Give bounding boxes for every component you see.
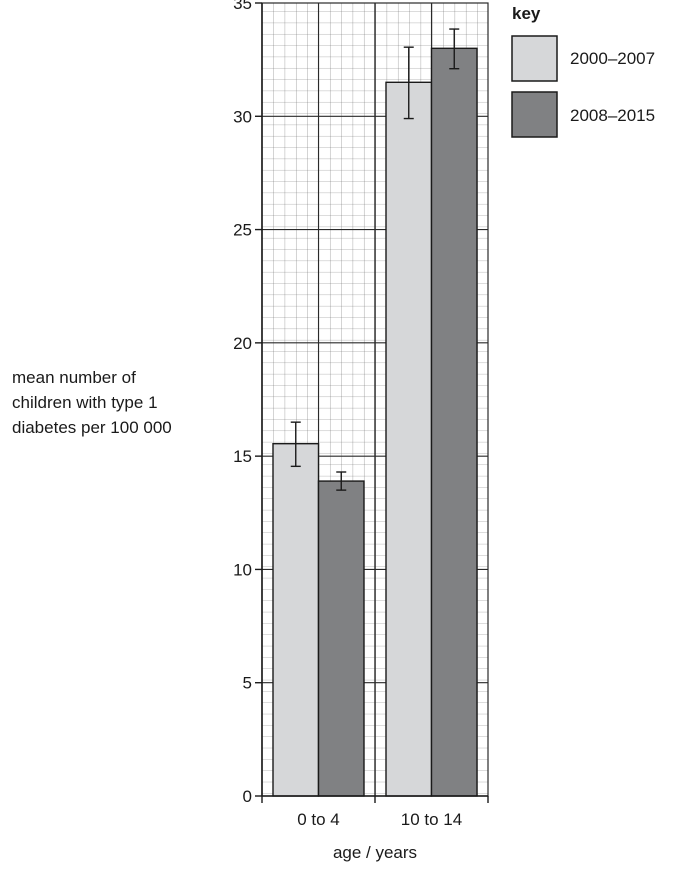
x-axis-title: age / years xyxy=(333,843,417,862)
legend-label-2000-2007: 2000–2007 xyxy=(570,49,655,68)
y-axis-title-line-1: mean number of xyxy=(12,368,136,387)
error-bar xyxy=(449,28,460,70)
legend-title: key xyxy=(512,4,541,23)
y-tick-label: 30 xyxy=(233,107,252,126)
y-tick-label: 0 xyxy=(243,787,252,806)
y-tick-label: 15 xyxy=(233,447,252,466)
error-bars xyxy=(290,28,460,491)
y-tick-label: 5 xyxy=(243,674,252,693)
bars xyxy=(272,47,478,797)
y-tick-label: 20 xyxy=(233,334,252,353)
y-tick-labels: 0 5 10 15 20 25 30 35 xyxy=(233,0,252,806)
x-tick-label: 0 to 4 xyxy=(297,810,340,829)
y-axis-title: mean number of children with type 1 diab… xyxy=(12,368,172,437)
error-bar xyxy=(336,471,347,491)
y-tick-label: 35 xyxy=(233,0,252,13)
x-tick-labels: 0 to 4 10 to 14 xyxy=(297,810,462,829)
y-axis-title-line-2: children with type 1 xyxy=(12,393,158,412)
legend-label-2008-2015: 2008–2015 xyxy=(570,106,655,125)
y-tick-label: 10 xyxy=(233,560,252,579)
bar-10-to-14-2000-2007 xyxy=(385,81,433,797)
bar-0-to-4-2000-2007 xyxy=(272,442,320,797)
bar-10-to-14-2008-2015 xyxy=(430,47,478,797)
axes xyxy=(255,2,489,803)
error-bar xyxy=(403,46,414,120)
y-tick-label: 25 xyxy=(233,221,252,240)
error-bar xyxy=(290,421,301,468)
x-tick-label: 10 to 14 xyxy=(401,810,462,829)
bar-0-to-4-2008-2015 xyxy=(317,480,365,797)
legend-swatch-2000-2007 xyxy=(511,35,558,82)
y-axis-title-line-3: diabetes per 100 000 xyxy=(12,418,172,437)
legend: key 2000–2007 2008–2015 xyxy=(511,4,655,138)
legend-swatch-2008-2015 xyxy=(511,91,558,138)
